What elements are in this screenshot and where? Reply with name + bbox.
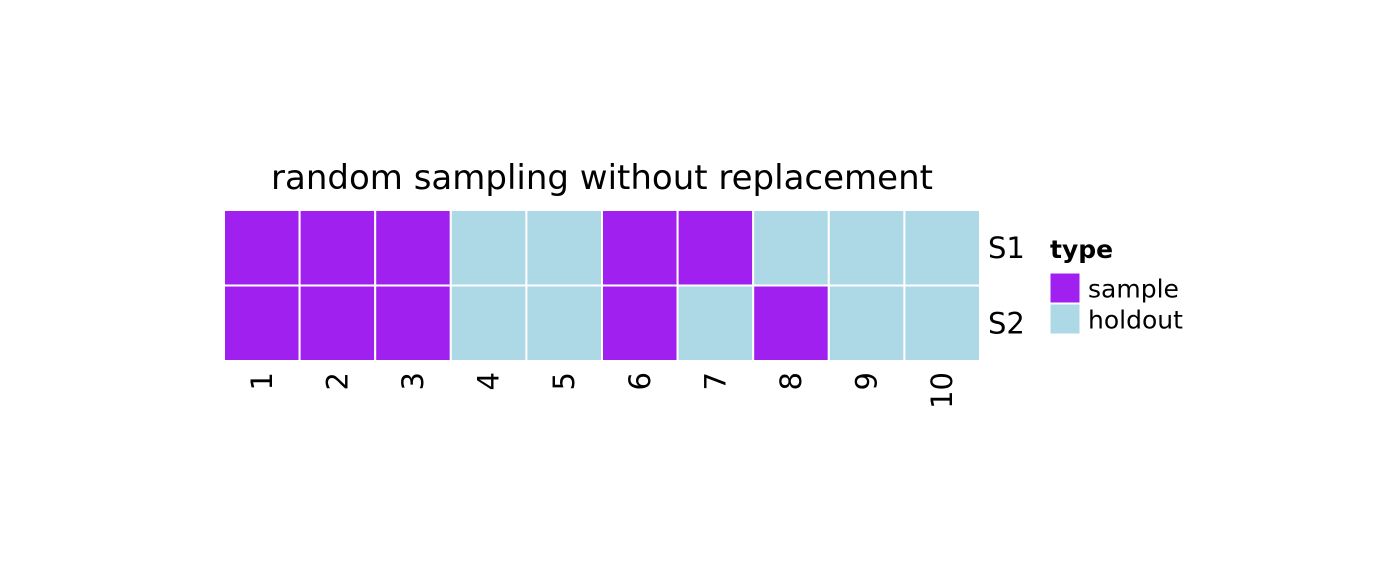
x-tick-label-6: 6 bbox=[623, 372, 657, 390]
x-tick-label-1: 1 bbox=[245, 372, 279, 390]
heatmap-cell-s1-3 bbox=[374, 209, 452, 287]
x-tick-label-5: 5 bbox=[547, 372, 581, 390]
legend-label-sample: sample bbox=[1088, 275, 1179, 304]
legend-title: type bbox=[1050, 235, 1113, 264]
y-tick-labels: S1 S2 bbox=[988, 231, 1025, 341]
heatmap-cell-s1-1 bbox=[223, 209, 301, 287]
y-tick-label-s2: S2 bbox=[988, 306, 1025, 340]
heatmap-cell-s2-2 bbox=[298, 284, 377, 362]
heatmap-cell-s2-7 bbox=[676, 284, 755, 362]
heatmap-cell-s2-9 bbox=[827, 284, 906, 362]
heatmap-cell-s1-4 bbox=[449, 209, 528, 287]
x-tick-label-9: 9 bbox=[850, 372, 884, 390]
heatmap-cell-s2-5 bbox=[525, 284, 604, 362]
legend-key-holdout bbox=[1049, 303, 1081, 335]
x-tick-labels: 1 2 3 4 5 6 7 8 9 10 bbox=[245, 372, 959, 409]
y-tick-label-s1: S1 bbox=[988, 231, 1025, 265]
heatmap-cell-s2-4 bbox=[449, 284, 528, 362]
heatmap-cells bbox=[223, 209, 982, 362]
heatmap-cell-s1-7 bbox=[676, 209, 755, 287]
x-tick-label-4: 4 bbox=[472, 372, 506, 390]
heatmap-cell-s1-10 bbox=[903, 209, 982, 287]
chart-title: random sampling without replacement bbox=[271, 158, 933, 198]
heatmap-cell-s1-6 bbox=[601, 209, 679, 287]
x-tick-label-2: 2 bbox=[320, 372, 354, 390]
heatmap-cell-s2-1 bbox=[223, 284, 301, 362]
heatmap-cell-s1-8 bbox=[752, 209, 830, 287]
x-tick-label-10: 10 bbox=[925, 372, 959, 409]
heatmap-cell-s2-10 bbox=[903, 284, 982, 362]
heatmap-cell-s2-8 bbox=[752, 284, 830, 362]
legend-key-sample bbox=[1049, 272, 1081, 304]
heatmap-cell-s1-2 bbox=[298, 209, 377, 287]
x-tick-label-7: 7 bbox=[698, 372, 732, 390]
x-tick-label-3: 3 bbox=[396, 372, 430, 390]
x-tick-label-8: 8 bbox=[774, 372, 808, 390]
heatmap-cell-s2-3 bbox=[374, 284, 452, 362]
heatmap-cell-s2-6 bbox=[601, 284, 679, 362]
legend-label-holdout: holdout bbox=[1088, 306, 1183, 335]
heatmap-cell-s1-9 bbox=[827, 209, 906, 287]
heatmap-cell-s1-5 bbox=[525, 209, 604, 287]
